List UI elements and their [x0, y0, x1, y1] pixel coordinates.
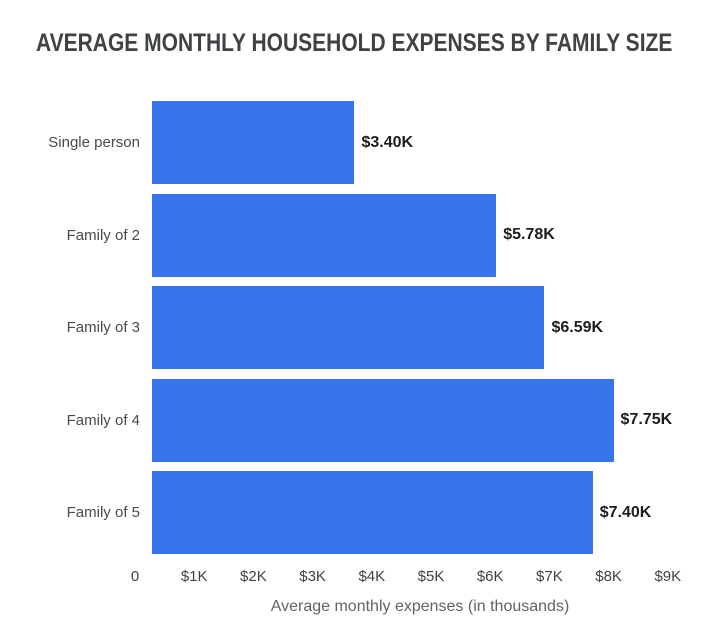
x-tick-label: $5K [417, 568, 445, 585]
chart-title: AVERAGE MONTHLY HOUSEHOLD EXPENSES BY FA… [36, 29, 673, 57]
category-label: Family of 3 [66, 319, 140, 337]
x-tick-label: $2K [240, 568, 267, 585]
x-tick-label: $6K [476, 568, 504, 585]
category-label: Family of 2 [66, 226, 140, 244]
x-axis-title: Average monthly expenses (in thousands) [270, 598, 570, 615]
value-label: $5.78K [503, 226, 555, 244]
value-label: $3.40K [361, 133, 414, 151]
bar-row: Family of 5 $7.40K [0, 471, 720, 555]
bar [152, 101, 355, 184]
x-tick-label: $8K [595, 568, 622, 585]
bar-row: Family of 4 $7.75K [0, 378, 720, 462]
x-tick-label: $1K [180, 568, 208, 585]
bar-row: Single person $3.40K [0, 101, 720, 184]
bar-row: Family of 3 $6.59K [0, 286, 720, 370]
category-label: Family of 4 [66, 411, 140, 429]
value-label: $6.59K [551, 318, 604, 336]
bar [152, 471, 593, 555]
bar [152, 378, 614, 462]
category-label: Single person [48, 134, 140, 151]
bar [152, 286, 545, 370]
x-tick-label: $7K [536, 568, 563, 585]
x-tick-label: 0 [130, 568, 140, 585]
bar [152, 193, 497, 277]
x-tick-label: $9K [654, 568, 682, 585]
x-tick-label: $3K [299, 568, 326, 585]
value-label: $7.75K [620, 411, 673, 429]
value-label: $7.40K [599, 503, 652, 521]
category-label: Family of 5 [66, 504, 140, 522]
x-axis: 0 $1K $2K $3K $4K $5K $6K $7K $8K $9K [0, 568, 720, 588]
x-tick-label: $4K [358, 568, 386, 585]
bar-row: Family of 2 $5.78K [0, 193, 720, 277]
